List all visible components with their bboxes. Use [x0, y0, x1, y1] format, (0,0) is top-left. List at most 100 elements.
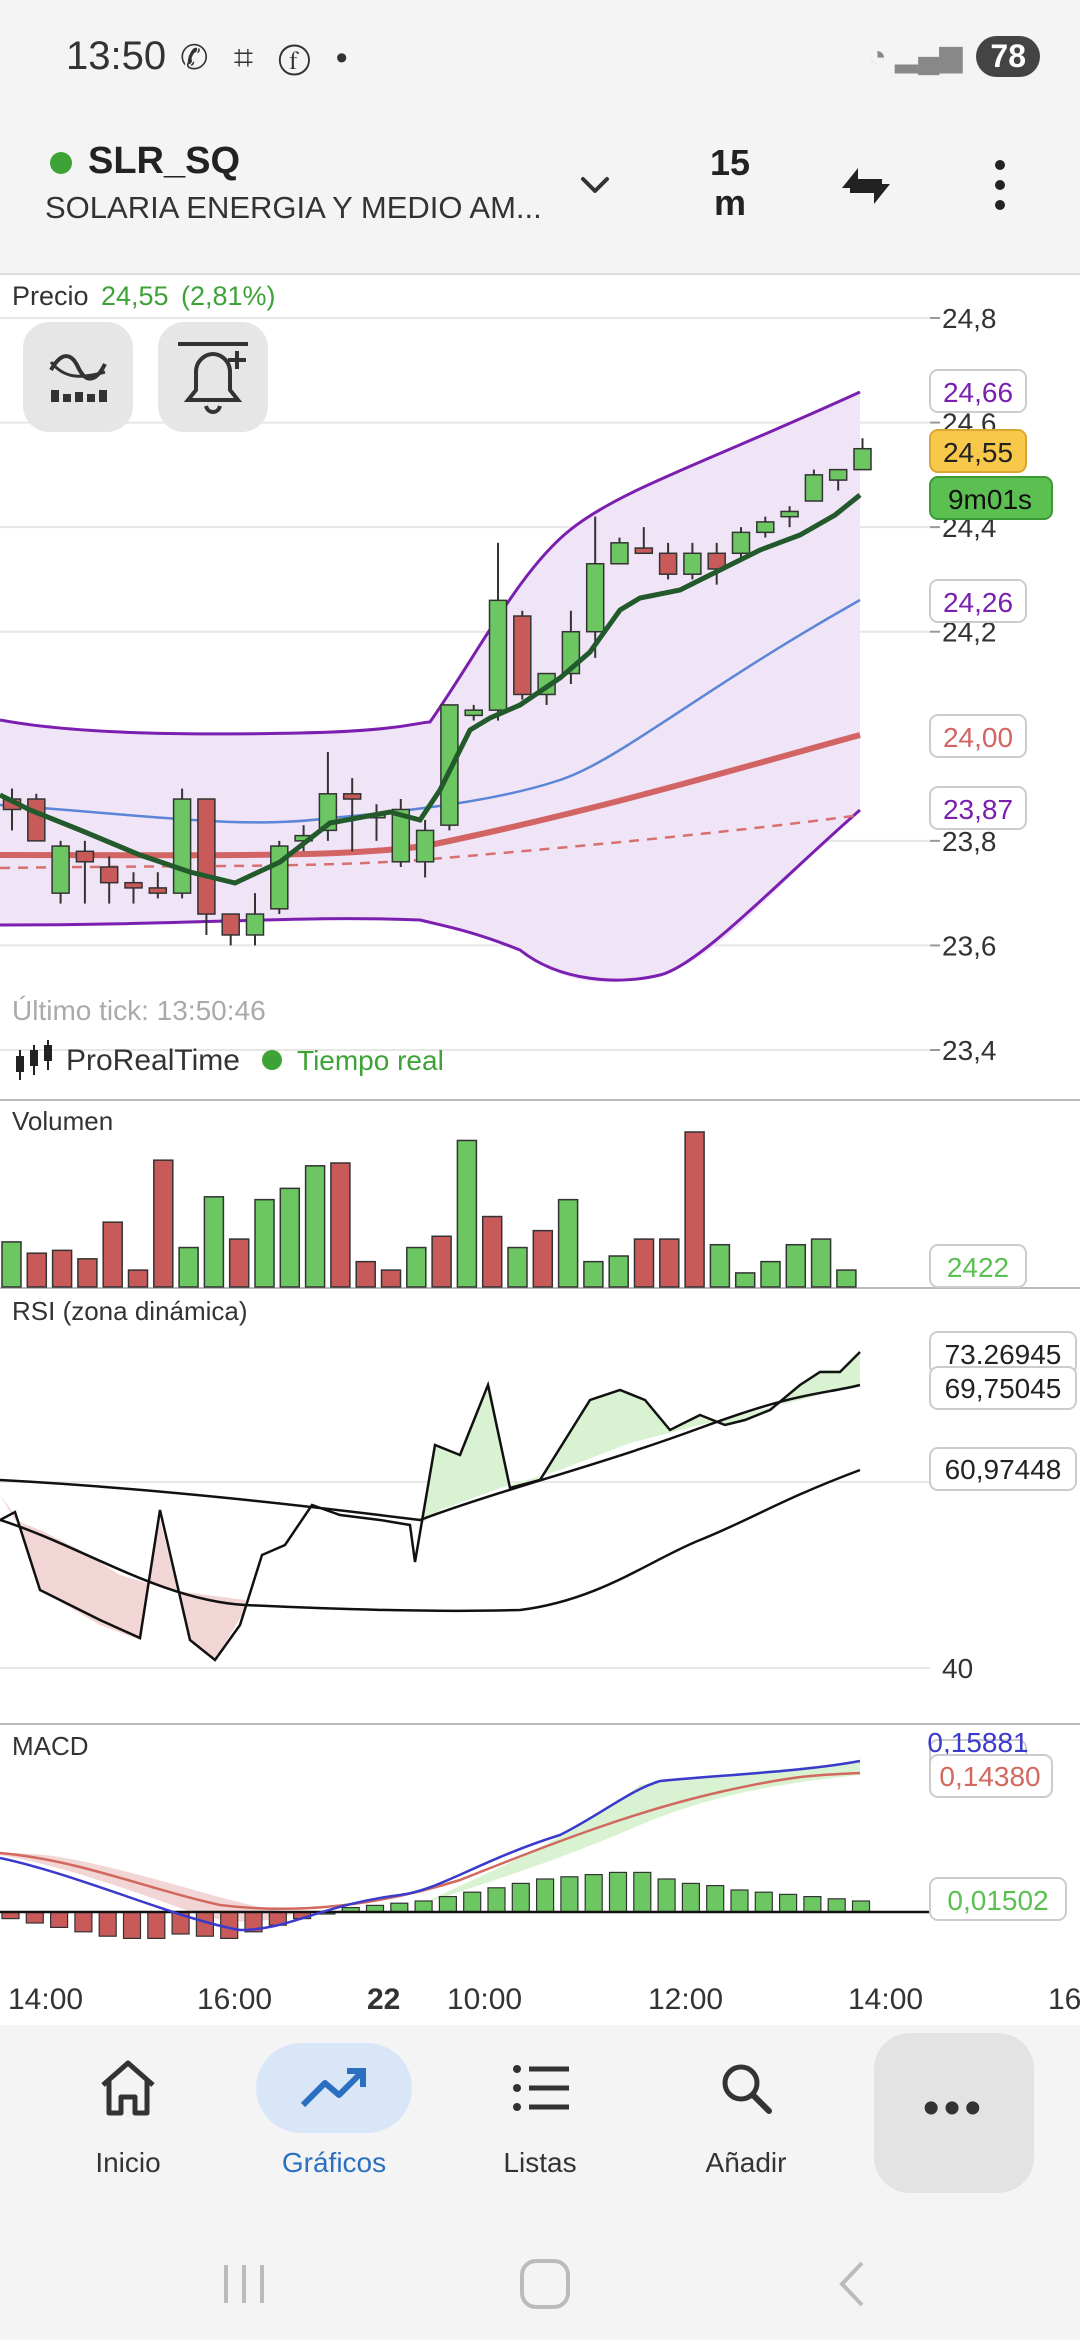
bb-upper-badge: 24,66 — [943, 377, 1013, 408]
macd-hist-bar — [535, 1878, 555, 1913]
notification-icons: ✆ ⌗ ⓕ • — [180, 39, 356, 77]
macd-hist-bar — [608, 1871, 628, 1913]
refresh-icon[interactable] — [832, 152, 900, 220]
volume-bar — [583, 1260, 604, 1288]
rsi-label: RSI (zona dinámica) — [12, 1296, 248, 1326]
realtime-label: Tiempo real — [297, 1045, 444, 1076]
instrument-header: SLR_SQ SOLARIA ENERGIA Y MEDIO AM... 15 … — [0, 115, 1080, 275]
nav-anadir[interactable]: Añadir — [658, 2025, 828, 2225]
candle — [342, 778, 362, 852]
nav-inicio[interactable]: Inicio — [40, 2025, 210, 2225]
volume-bar — [51, 1249, 73, 1288]
volume-bar — [684, 1131, 705, 1288]
candle — [51, 840, 70, 904]
candle — [585, 516, 605, 658]
macd-hist-bar — [49, 1911, 69, 1928]
back-icon[interactable] — [839, 2261, 864, 2307]
macd-signal-line — [0, 1771, 861, 1911]
bb-mid-badge: 24,26 — [943, 587, 1013, 618]
volume-bar — [456, 1139, 478, 1288]
macd-hist-bar — [98, 1911, 117, 1937]
market-status-dot — [50, 152, 72, 174]
candle — [804, 469, 824, 502]
volume-bar — [102, 1221, 123, 1288]
price-axis-label: 23,4 — [942, 1035, 997, 1066]
price-axis-label: 24,8 — [942, 303, 997, 334]
add-alert-button[interactable] — [158, 322, 268, 432]
macd-hist-bar — [754, 1891, 773, 1913]
macd-hist-badge: 0,01502 — [947, 1885, 1048, 1916]
macd-hist-bar — [633, 1871, 652, 1913]
price-label: Precio — [12, 281, 89, 311]
rsi-upper-badge: 69,75045 — [945, 1373, 1062, 1404]
candle — [683, 542, 702, 580]
volume-bar — [810, 1238, 832, 1288]
macd-hist-bar — [147, 1911, 166, 1939]
macd-hist-bar — [730, 1889, 749, 1913]
candle — [391, 799, 411, 867]
rsi-overbought-fill — [420, 1350, 860, 1525]
macd-hist-bar — [25, 1911, 44, 1924]
battery-badge: 78 — [976, 36, 1040, 77]
nav-listas[interactable]: Listas — [452, 2025, 622, 2225]
volume-bar — [304, 1165, 326, 1288]
nav-graficos[interactable]: Gráficos — [246, 2025, 416, 2225]
volume-bar — [178, 1246, 199, 1288]
candle — [415, 819, 435, 878]
candle — [124, 872, 143, 904]
macd-hist-bar — [560, 1876, 579, 1913]
macd-hist-bar — [851, 1900, 871, 1913]
volume-bar — [279, 1187, 301, 1288]
time-tick: 10:00 — [447, 1983, 523, 2016]
candle — [634, 527, 654, 555]
time-tick: 12:00 — [648, 1983, 724, 2016]
last-tick-label: Último tick: 13:50:46 — [12, 995, 266, 1026]
candle — [707, 542, 726, 585]
timeframe-unit: m — [713, 182, 746, 223]
timeframe-selector[interactable]: 15 m — [700, 143, 760, 223]
volume-bar — [380, 1269, 402, 1288]
chart-area[interactable]: 24,8 24,6 24,4 24,2 23,8 23,6 23,4 Precio 24,5… — [0, 275, 1080, 1975]
volume-bar — [330, 1162, 351, 1288]
instrument-name[interactable]: SOLARIA ENERGIA Y MEDIO AM... — [45, 190, 542, 225]
candles — [2, 438, 872, 946]
volume-bar — [507, 1246, 528, 1288]
price-change: (2,81%) — [181, 281, 276, 311]
realtime-dot — [262, 1050, 282, 1070]
candle — [513, 610, 532, 700]
home-button-icon[interactable] — [520, 2259, 570, 2309]
macd-hist-bar — [657, 1878, 676, 1913]
macd-hist-bar — [390, 1902, 409, 1913]
candle — [245, 893, 265, 946]
system-navigation — [0, 2225, 1080, 2340]
price-axis: 24,824,624,424,223,823,623,4 — [930, 303, 997, 1066]
rsi-axis-tick: 40 — [942, 1653, 973, 1684]
volume-bar — [355, 1260, 376, 1288]
chart-canvas[interactable]: 24,824,624,424,223,823,623,4 Precio 24,5… — [0, 275, 1080, 1975]
volume-bars — [1, 1131, 857, 1288]
chart-trend-icon — [300, 2068, 366, 2108]
chevron-down-icon[interactable] — [575, 165, 615, 205]
instrument-symbol[interactable]: SLR_SQ — [88, 140, 241, 182]
volume-bar — [153, 1159, 174, 1288]
recents-icon[interactable] — [224, 2265, 264, 2303]
macd-hist-bar — [122, 1911, 142, 1939]
more-button[interactable]: ••• — [874, 2033, 1034, 2193]
price-value: 24,55 — [101, 281, 169, 311]
nav-anadir-label: Añadir — [705, 2147, 787, 2178]
data-source-label: ProRealTime — [66, 1044, 240, 1077]
price-badges: 24,66 24,55 9m01s 24,26 24,00 23,87 — [929, 369, 1053, 830]
more-vert-icon[interactable] — [985, 155, 1015, 215]
volume-bar — [734, 1272, 756, 1288]
price-grid — [0, 317, 930, 1051]
macd-hist-bar — [74, 1911, 93, 1933]
volume-bar — [633, 1238, 655, 1288]
time-tick: 16:00 — [197, 1983, 273, 2016]
home-icon — [101, 2060, 155, 2116]
indicators-button[interactable] — [23, 322, 133, 432]
rsi-line — [0, 1351, 861, 1662]
macd-hist-bar — [487, 1887, 506, 1913]
macd-line — [0, 1759, 861, 1932]
volume-bar — [77, 1258, 98, 1288]
volume-value-badge: 2422 — [947, 1252, 1009, 1283]
